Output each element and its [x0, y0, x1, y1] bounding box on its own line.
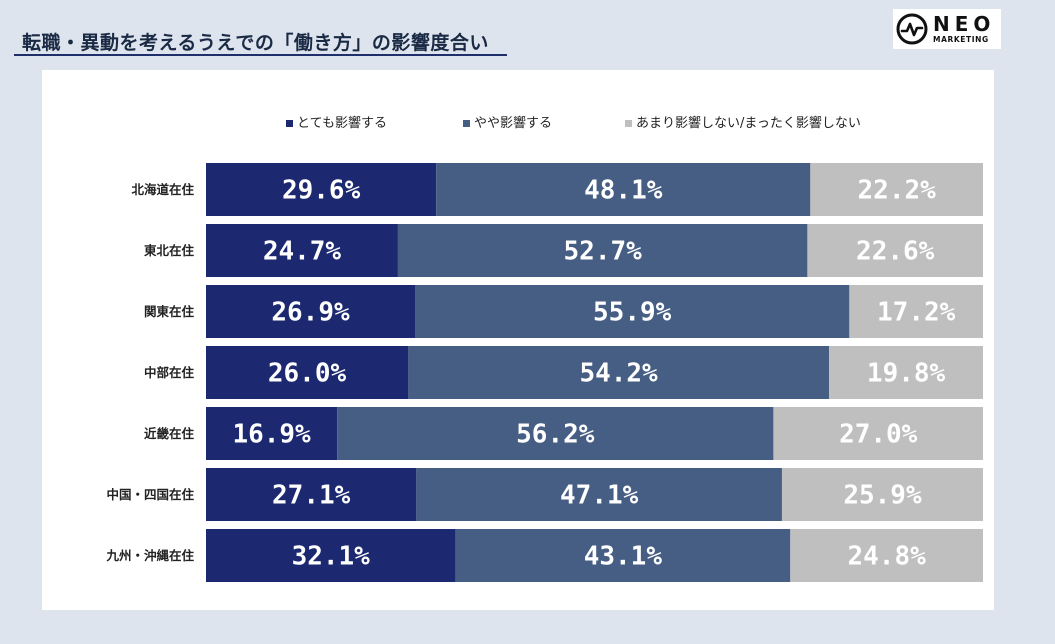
data-label: 55.9%: [593, 298, 672, 328]
legend-swatch: [625, 120, 632, 127]
data-label: 19.8%: [867, 359, 946, 389]
data-label: 26.9%: [271, 298, 350, 328]
legend-item: とても影響する: [286, 115, 387, 131]
bar-segment: [415, 285, 850, 338]
category-label: 北海道在住: [131, 182, 194, 197]
data-label: 22.2%: [858, 176, 937, 206]
bar-segment: [781, 468, 983, 521]
bar-segment: [829, 346, 983, 399]
bar-segment: [849, 285, 983, 338]
chart-panel: とても影響する やや影響する あまり影響しない/まったく影響しない北海道在住 29.6…: [42, 70, 994, 610]
data-label: 43.1%: [584, 542, 663, 572]
logo-wordmark: NEO: [933, 12, 996, 37]
neo-marketing-logo: NEO MARKETING: [893, 9, 1001, 49]
bar-segment: [397, 224, 808, 277]
legend-item: やや影響する: [463, 115, 552, 131]
data-label: 52.7%: [564, 237, 643, 267]
legend-label: あまり影響しない/まったく影響しない: [636, 115, 861, 131]
data-label: 29.6%: [282, 176, 361, 206]
bar-segment: [206, 346, 409, 399]
data-label: 17.2%: [877, 298, 956, 328]
data-label: 47.1%: [560, 481, 639, 511]
category-label: 東北在住: [144, 243, 195, 258]
data-label: 24.8%: [848, 542, 927, 572]
legend-label: とても影響する: [297, 115, 387, 131]
data-label: 24.7%: [263, 237, 342, 267]
data-label: 54.2%: [579, 359, 658, 389]
bar-segment: [790, 529, 983, 582]
data-label: 27.0%: [839, 420, 918, 450]
title-underline: [14, 54, 507, 56]
bar-segment: [810, 163, 983, 216]
category-label: 中部在住: [144, 365, 195, 380]
legend-item: あまり影響しない/まったく影響しない: [625, 115, 861, 131]
category-label: 関東在住: [144, 304, 195, 319]
data-label: 32.1%: [292, 542, 371, 572]
data-label: 25.9%: [843, 481, 922, 511]
data-label: 26.0%: [268, 359, 347, 389]
bar-segment: [416, 468, 782, 521]
data-label: 56.2%: [516, 420, 595, 450]
bar-segment: [206, 529, 456, 582]
bar-segment: [436, 163, 811, 216]
data-label: 22.6%: [856, 237, 935, 267]
bar-segment: [408, 346, 830, 399]
legend-swatch: [286, 120, 293, 127]
pulse-circle-icon: [896, 13, 928, 45]
bar-segment: [807, 224, 983, 277]
logo-subtitle: MARKETING: [933, 35, 989, 45]
bar-segment: [206, 468, 417, 521]
category-label: 中国・四国在住: [106, 487, 194, 502]
data-label: 16.9%: [232, 420, 311, 450]
bar-segment: [206, 407, 338, 460]
bar-segment: [206, 285, 416, 338]
bar-segment: [773, 407, 983, 460]
category-label: 九州・沖縄在住: [105, 548, 194, 563]
data-label: 27.1%: [272, 481, 351, 511]
category-label: 近畿在住: [144, 426, 195, 441]
legend-label: やや影響する: [474, 115, 552, 131]
bar-segment: [206, 163, 437, 216]
chart-title: 転職・異動を考えるうえでの「働き方」の影響度合い: [22, 32, 489, 54]
bar-segment: [337, 407, 774, 460]
legend-swatch: [463, 120, 470, 127]
data-label: 48.1%: [584, 176, 663, 206]
bar-segment: [206, 224, 398, 277]
bar-segment: [455, 529, 791, 582]
